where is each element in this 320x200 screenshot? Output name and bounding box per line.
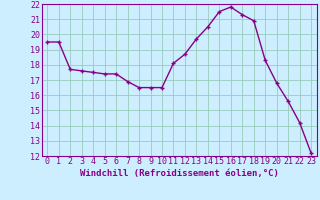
X-axis label: Windchill (Refroidissement éolien,°C): Windchill (Refroidissement éolien,°C) (80, 169, 279, 178)
